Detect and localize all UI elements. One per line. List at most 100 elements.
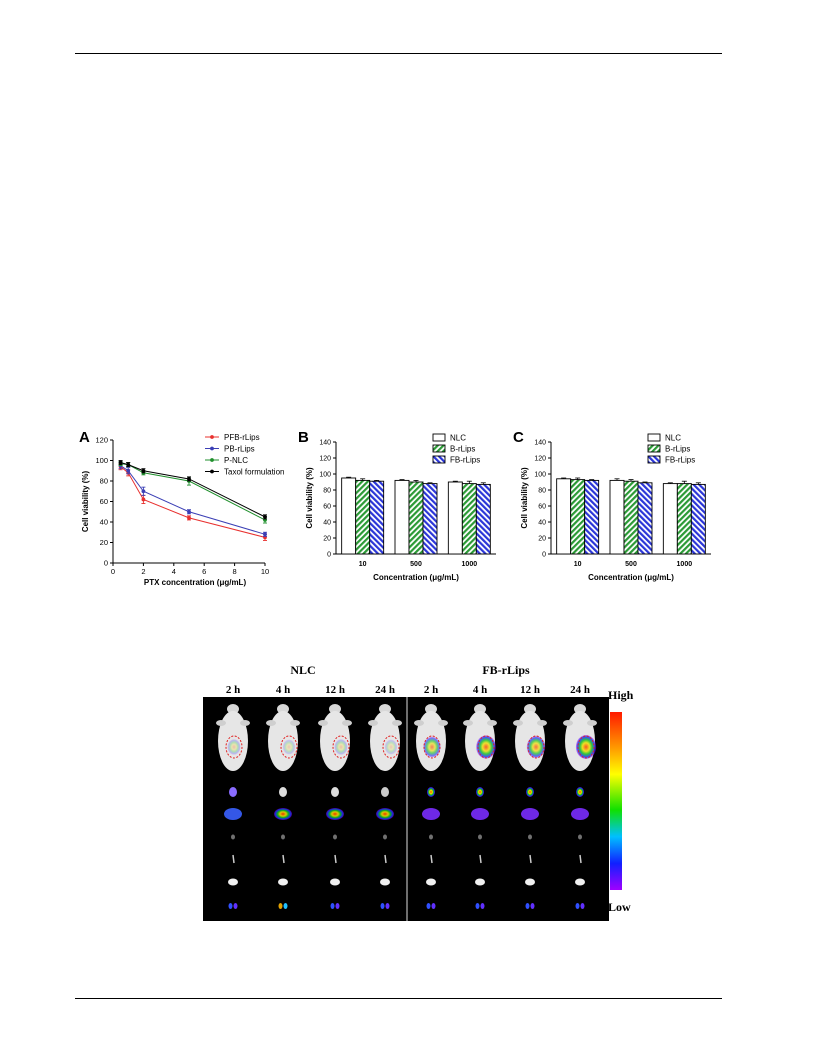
legend-label: NLC	[450, 434, 466, 443]
kidney-organ	[330, 903, 335, 909]
mouse-limb	[318, 720, 328, 726]
bar	[676, 483, 692, 555]
y-tick-label: 0	[542, 552, 546, 559]
mouse-head	[474, 704, 486, 714]
mouse-image	[463, 704, 497, 771]
y-axis-label: Cell viability (%)	[520, 467, 529, 529]
y-tick-label: 60	[100, 497, 108, 506]
kidney-organ	[480, 903, 485, 909]
data-point	[126, 462, 131, 467]
fluorescence-signal	[384, 739, 398, 755]
liver-organ	[274, 808, 292, 820]
mouse-limb	[266, 720, 276, 726]
kidney-organ	[525, 903, 530, 909]
mouse-head	[379, 704, 391, 714]
timepoint-label: 4 h	[276, 684, 290, 696]
timepoint-label: 24 h	[375, 684, 395, 696]
data-point	[263, 532, 267, 537]
tumor-organ	[229, 787, 237, 797]
kidney-organ	[530, 903, 535, 909]
lung-organ	[426, 878, 436, 886]
legend-swatch	[432, 444, 446, 453]
mouse-limb	[240, 720, 250, 726]
data-point	[141, 489, 146, 494]
kidney-organ	[228, 903, 233, 909]
mouse-head	[329, 704, 341, 714]
mouse-head	[277, 704, 289, 714]
heart-organ	[231, 834, 235, 840]
x-tick-label: 10	[359, 561, 367, 568]
bar	[341, 477, 357, 555]
lung-organ	[330, 878, 340, 886]
mouse-image	[216, 704, 250, 771]
spleen-organ	[479, 854, 482, 864]
x-tick-label: 4	[172, 567, 176, 576]
spleen-organ	[579, 854, 582, 864]
liver-organ	[521, 808, 539, 820]
legend-label: B-rLips	[665, 445, 690, 454]
spleen-organ	[430, 854, 433, 864]
intensity-scale: High Low	[608, 688, 634, 914]
tumor-organ	[427, 787, 435, 797]
y-tick-label: 20	[538, 536, 546, 543]
x-tick-label: 500	[410, 561, 422, 568]
bar	[556, 478, 572, 555]
mouse-limb	[513, 720, 523, 726]
legend-label: PFB-rLips	[224, 433, 260, 442]
data-point	[118, 460, 123, 465]
fluorescence-signal	[334, 739, 348, 755]
chart-a-svg: A 0 20 40 60 80 100 120 0 2 4 6 8 10 PTX concentration…	[79, 429, 284, 587]
x-tick-label: 6	[202, 567, 206, 576]
mouse-limb	[414, 720, 424, 726]
legend-marker	[210, 435, 214, 439]
tumor-organ	[381, 787, 389, 797]
y-tick-label: 120	[95, 436, 108, 445]
lung-organ	[475, 878, 485, 886]
legend-marker	[210, 469, 214, 474]
scale-low-label: Low	[608, 900, 631, 914]
bar	[637, 482, 653, 555]
liver-organ	[471, 808, 489, 820]
mouse-limb	[537, 720, 547, 726]
y-tick-label: 0	[104, 559, 108, 568]
legend-marker	[210, 446, 214, 451]
group-label-nlc: NLC	[290, 663, 315, 677]
timepoint-label: 4 h	[473, 684, 487, 696]
y-tick-label: 120	[534, 456, 546, 463]
mouse-limb	[487, 720, 497, 726]
tumor-organ	[331, 787, 339, 797]
kidney-organ	[283, 903, 288, 909]
heart-organ	[333, 834, 337, 840]
series-line	[120, 466, 266, 538]
mouse-body	[268, 711, 298, 771]
mouse-body	[370, 711, 400, 771]
y-tick-label: 0	[327, 552, 331, 559]
bar	[461, 483, 477, 555]
mouse-body	[320, 711, 350, 771]
tumor-circle	[225, 735, 243, 759]
kidney-organ	[431, 903, 436, 909]
heart-organ	[429, 834, 433, 840]
timepoint-label: 24 h	[570, 684, 590, 696]
data-point	[187, 516, 191, 520]
spleen-organ	[334, 854, 337, 864]
mouse-limb	[290, 720, 300, 726]
y-tick-label: 80	[538, 488, 546, 495]
kidney-organ	[575, 903, 580, 909]
kidney-organ	[475, 903, 480, 909]
y-tick-label: 40	[323, 520, 331, 527]
bar	[570, 479, 586, 555]
data-point	[263, 514, 267, 519]
mouse-image	[414, 704, 448, 771]
lung-organ	[380, 878, 390, 886]
chart-c-svg: C 0 20 40 60 80 100 120 140 10 500 1000Concentratio…	[513, 429, 711, 582]
bar	[408, 481, 424, 555]
y-tick-label: 80	[323, 488, 331, 495]
y-tick-label: 80	[100, 477, 108, 486]
tumor-circle	[527, 735, 545, 759]
fluorescence-signal	[575, 735, 597, 759]
timepoint-label: 2 h	[424, 684, 438, 696]
timepoint-label: 2 h	[226, 684, 240, 696]
legend-label: FB-rLips	[450, 456, 480, 465]
